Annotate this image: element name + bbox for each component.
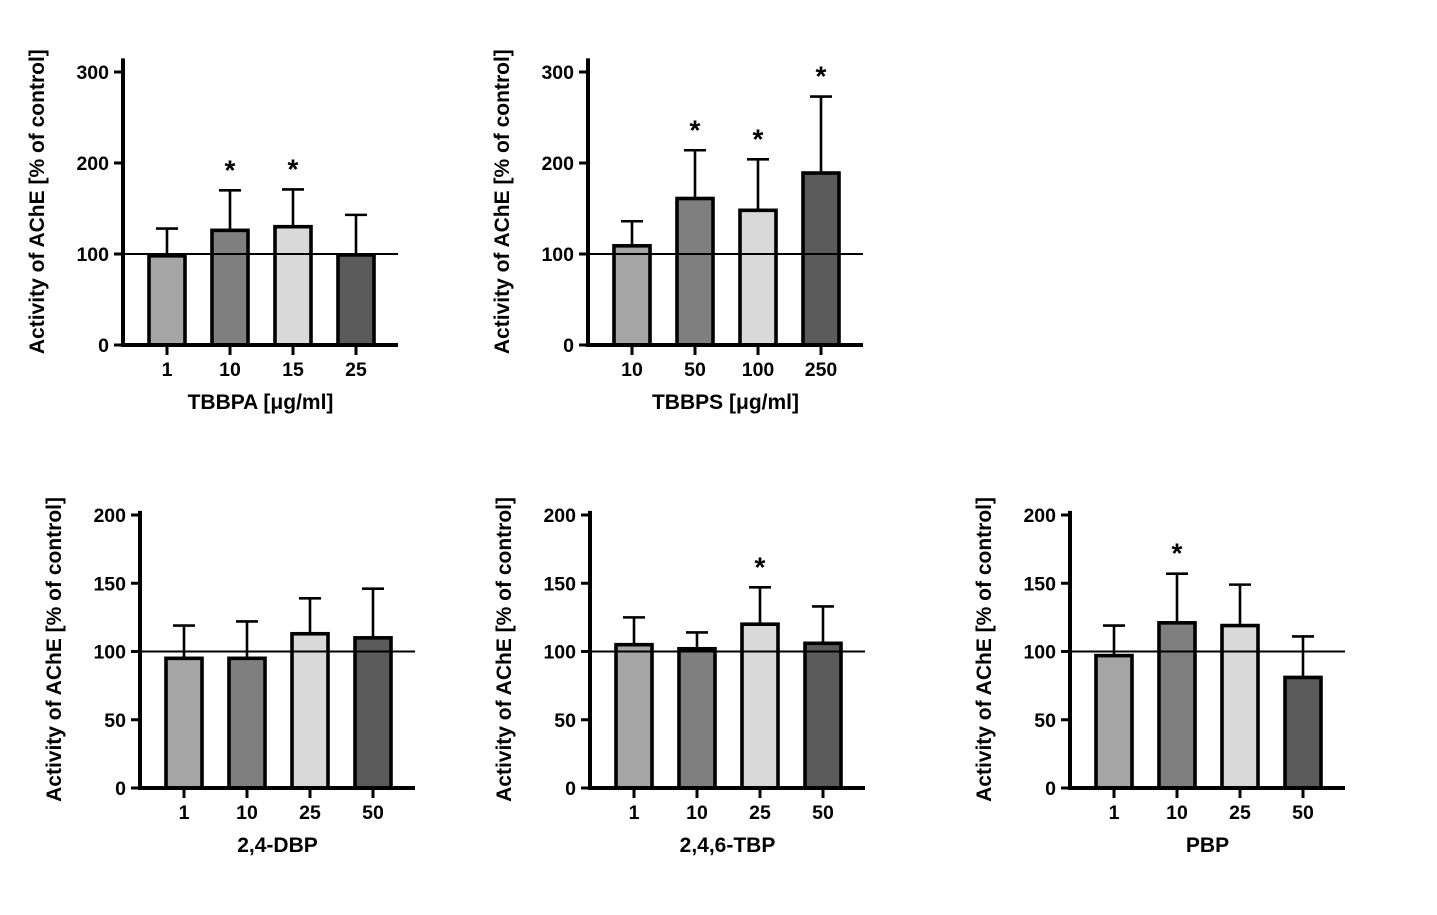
y-tick-label: 200 [93, 505, 126, 527]
bar-chart-dbp-2-4: 0 50 100 150 200 1 10 25 50 2,4-DBP Activity of AC… [43, 497, 415, 857]
y-tick-label: 0 [563, 335, 574, 357]
bar-tbbpa-1 [147, 254, 187, 347]
x-axis-title: PBP [1186, 834, 1229, 857]
y-tick-label: 150 [1023, 573, 1056, 595]
x-tick-label: 50 [812, 802, 834, 824]
bar-tbbps-250 [801, 171, 841, 347]
y-tick-label: 200 [541, 153, 574, 175]
x-tick-label: 50 [362, 802, 384, 824]
chart-tbbpa: 0 100 200 300 1 10 15 25 * * TBBPA [μg/ml] Activity… [20, 0, 450, 440]
x-tick-label: 15 [282, 359, 304, 381]
bar-tbbps-100 [738, 208, 778, 347]
x-axis-title: 2,4-DBP [237, 834, 318, 857]
x-tick-label: 25 [749, 802, 771, 824]
x-axis-title: TBBPS [μg/ml] [652, 391, 799, 414]
y-axis-title: Activity of AChE [% of control] [43, 497, 66, 802]
x-tick-label: 100 [742, 359, 775, 381]
bar-pbp-25 [1220, 623, 1260, 790]
y-tick-label: 0 [115, 778, 126, 800]
significance-asterisk: * [288, 153, 299, 184]
bar-pbp-10 [1157, 621, 1197, 790]
significance-asterisk: * [690, 114, 701, 145]
y-tick-label: 300 [541, 62, 574, 84]
bar-dbp-2-4-1 [164, 656, 204, 790]
x-tick-label: 250 [805, 359, 838, 381]
bar-dbp-2-4-25 [290, 631, 330, 790]
y-tick-label: 0 [98, 335, 109, 357]
bar-tbp-2-4-6-10 [677, 646, 717, 790]
y-tick-label: 100 [76, 244, 109, 266]
y-tick-label: 100 [93, 642, 126, 664]
y-axis-title: Activity of AChE [% of control] [26, 49, 49, 354]
y-tick-label: 150 [543, 573, 576, 595]
bar-chart-tbp-2-4-6: 0 50 100 150 200 1 10 25 50 * 2,4,6-TBP Activity of… [493, 497, 865, 857]
significance-asterisk: * [755, 551, 766, 582]
bar-tbp-2-4-6-1 [614, 642, 654, 790]
x-tick-label: 1 [162, 359, 173, 381]
x-tick-label: 10 [621, 359, 643, 381]
bar-chart-tbbpa: 0 100 200 300 1 10 15 25 * * TBBPA [μg/ml] Activity… [26, 49, 398, 414]
bar-tbbpa-25 [336, 253, 376, 347]
bar-chart-pbp: 0 50 100 150 200 1 10 25 50 * PBP Activity of AChE … [973, 497, 1345, 857]
x-tick-label: 1 [629, 802, 640, 824]
x-axis-title: TBBPA [μg/ml] [188, 391, 334, 414]
y-tick-label: 300 [76, 62, 109, 84]
chart-2-4-6-tbp: 0 50 100 150 200 1 10 25 50 * 2,4,6-TBP Activity of… [487, 443, 917, 883]
bar-tbp-2-4-6-25 [740, 622, 780, 790]
y-tick-label: 150 [93, 573, 126, 595]
bar-chart-tbbps: 0 100 200 300 10 50 100 250 * * * TBBPS [μg/ml] Acti… [491, 49, 863, 414]
significance-asterisk: * [816, 61, 827, 92]
significance-asterisk: * [225, 154, 236, 185]
y-tick-label: 0 [1045, 778, 1056, 800]
bar-pbp-50 [1283, 675, 1323, 790]
y-tick-label: 100 [543, 642, 576, 664]
x-tick-label: 10 [219, 359, 241, 381]
significance-asterisk: * [1172, 538, 1183, 569]
x-tick-label: 1 [1109, 802, 1120, 824]
x-tick-label: 50 [684, 359, 706, 381]
chart-tbbps: 0 100 200 300 10 50 100 250 * * * TBBPS [μg/ml] Acti… [485, 0, 915, 440]
y-axis-title: Activity of AChE [% of control] [973, 497, 996, 802]
bar-dbp-2-4-10 [227, 656, 267, 790]
chart-2-4-dbp: 0 50 100 150 200 1 10 25 50 2,4-DBP Activity of AC… [37, 443, 467, 883]
bar-tbbps-50 [675, 196, 715, 347]
bar-dbp-2-4-50 [353, 636, 393, 790]
y-tick-label: 50 [554, 710, 576, 732]
bar-tbbpa-15 [273, 224, 313, 347]
y-tick-label: 50 [1034, 710, 1056, 732]
significance-asterisk: * [753, 123, 764, 154]
x-tick-label: 10 [1166, 802, 1188, 824]
chart-pbp: 0 50 100 150 200 1 10 25 50 * PBP Activity of AChE … [967, 443, 1397, 883]
x-tick-label: 50 [1292, 802, 1314, 824]
y-tick-label: 100 [541, 244, 574, 266]
y-tick-label: 100 [1023, 642, 1056, 664]
y-tick-label: 50 [104, 710, 126, 732]
bar-pbp-1 [1094, 653, 1134, 790]
x-tick-label: 25 [299, 802, 321, 824]
y-axis-title: Activity of AChE [% of control] [491, 49, 514, 354]
bar-tbbps-10 [612, 244, 652, 347]
y-tick-label: 200 [1023, 505, 1056, 527]
x-tick-label: 10 [236, 802, 258, 824]
bar-tbp-2-4-6-50 [803, 641, 843, 790]
x-tick-label: 10 [686, 802, 708, 824]
y-tick-label: 0 [565, 778, 576, 800]
x-tick-label: 25 [1229, 802, 1251, 824]
x-tick-label: 25 [345, 359, 367, 381]
x-axis-title: 2,4,6-TBP [680, 834, 776, 857]
bar-tbbpa-10 [210, 228, 250, 347]
y-tick-label: 200 [76, 153, 109, 175]
y-axis-title: Activity of AChE [% of control] [493, 497, 516, 802]
x-tick-label: 1 [179, 802, 190, 824]
y-tick-label: 200 [543, 505, 576, 527]
